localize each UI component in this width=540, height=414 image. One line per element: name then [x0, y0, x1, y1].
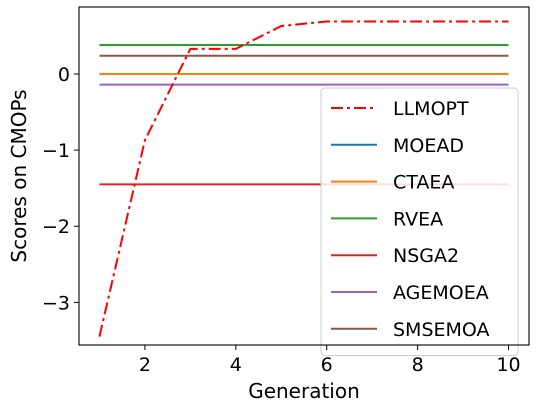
legend-label-agemoea: AGEMOEA	[393, 282, 489, 304]
x-axis-label: Generation	[248, 379, 360, 403]
legend-label-llmopt: LLMOPT	[393, 98, 469, 120]
legend: LLMOPT MOEAD CTAEA RVEA NSGA2 AGEMOEA SMSEMOA	[320, 87, 519, 357]
legend-box	[320, 87, 519, 357]
y-tick-label: −2	[42, 216, 70, 238]
y-axis-label: Scores on CMOPs	[7, 89, 31, 262]
plot-frame	[78, 6, 530, 346]
legend-label-nsga2: NSGA2	[393, 245, 459, 267]
legend-label-ctaea: CTAEA	[393, 172, 454, 194]
legend-label-moead: MOEAD	[393, 135, 464, 157]
x-tick-label: 2	[139, 354, 151, 376]
x-tick-label: 8	[412, 354, 424, 376]
y-tick-label: −1	[42, 140, 70, 162]
series-line-llmopt	[98, 20, 509, 337]
y-tick-label: 0	[58, 64, 70, 86]
x-tick-label: 4	[230, 354, 242, 376]
y-tick-label: −3	[42, 292, 70, 314]
x-tick-label: 6	[321, 354, 333, 376]
x-tick-label: 10	[496, 354, 520, 376]
series-layer	[98, 20, 509, 337]
legend-label-rvea: RVEA	[393, 208, 443, 230]
legend-label-smsemoa: SMSEMOA	[393, 319, 490, 341]
x-axis: 2 4 6 8 10	[139, 345, 521, 376]
y-axis: −3 −2 −1 0	[42, 64, 79, 314]
